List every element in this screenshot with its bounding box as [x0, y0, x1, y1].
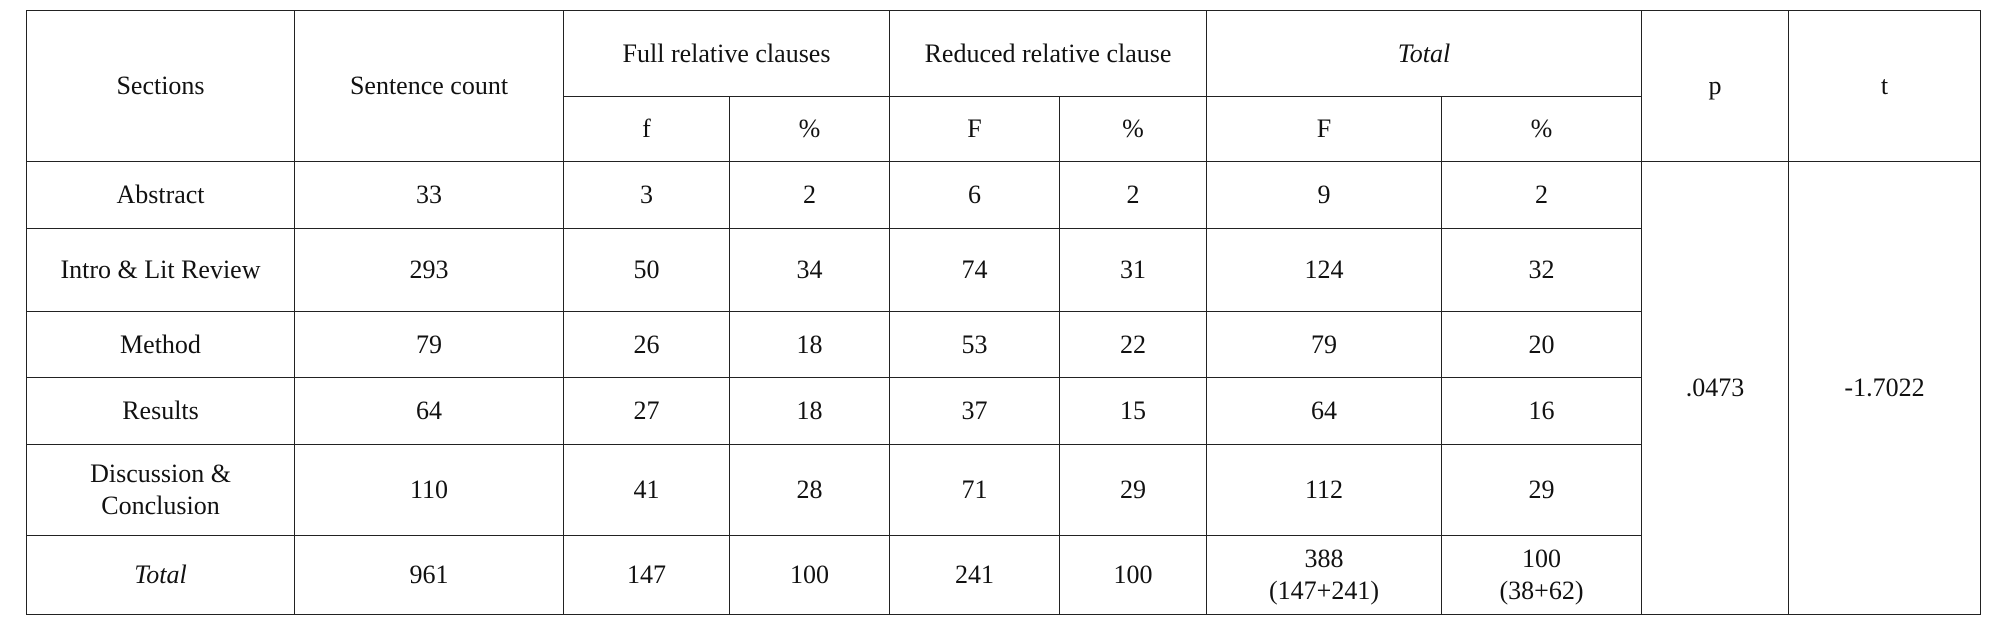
data-cell: 79 — [1206, 311, 1442, 378]
data-cell: 9 — [1206, 161, 1442, 229]
row-label: Discussion & Conclusion — [26, 444, 295, 536]
data-cell: 147 — [563, 535, 730, 615]
data-cell: 29 — [1441, 444, 1642, 536]
subheader-cell: f — [563, 96, 730, 162]
row-label: Intro & Lit Review — [26, 228, 295, 312]
data-cell: 64 — [1206, 377, 1442, 445]
table-row: Results 64 27 18 37 15 64 16 — [26, 377, 1981, 445]
data-cell: 34 — [729, 228, 890, 312]
table-row: Abstract 33 3 2 6 2 9 2.0473 -1.7022 — [26, 161, 1981, 615]
table-row: Total 961 147 100 241 100 388 (147+241) 100 (38… — [26, 535, 1981, 615]
subheader-cell: % — [729, 96, 890, 162]
data-cell: 112 — [1206, 444, 1442, 536]
subheader-cell: F — [1206, 96, 1442, 162]
data-cell: 100 (38+62) — [1441, 535, 1642, 615]
data-cell: 388 (147+241) — [1206, 535, 1442, 615]
data-cell: 2 — [729, 161, 890, 229]
data-cell: 79 — [294, 311, 564, 378]
table-row: f% F% F% — [27, 96, 1981, 162]
header-group-cell: Full relative clauses — [563, 10, 890, 97]
data-cell: 293 — [294, 228, 564, 312]
data-cell: 20 — [1441, 311, 1642, 378]
data-cell: 3 — [563, 161, 730, 229]
data-cell: 26 — [563, 311, 730, 378]
data-cell: 27 — [563, 377, 730, 445]
table-row: Method 79 26 18 53 22 79 20 — [26, 311, 1981, 378]
data-cell: 32 — [1441, 228, 1642, 312]
row-label: Abstract — [26, 161, 295, 229]
t-value-cell: -1.7022 — [1788, 161, 1981, 615]
data-cell: 37 — [889, 377, 1060, 445]
subheader-cell: % — [1059, 96, 1207, 162]
data-cell: 18 — [729, 311, 890, 378]
row-label: Method — [26, 311, 295, 378]
data-cell: 53 — [889, 311, 1060, 378]
data-cell: 50 — [563, 228, 730, 312]
subheader-cell: % — [1441, 96, 1642, 162]
row-label: Total — [26, 535, 295, 615]
data-cell: 124 — [1206, 228, 1442, 312]
data-cell: 28 — [729, 444, 890, 536]
data-table: Sections Sentence count Full relative clau… — [26, 10, 1981, 615]
data-cell: 241 — [889, 535, 1060, 615]
p-value-cell: .0473 — [1641, 161, 1789, 615]
data-cell: 74 — [889, 228, 1060, 312]
data-cell: 100 — [1059, 535, 1207, 615]
table-row: Sections Sentence count Full relative clau… — [26, 10, 1981, 162]
data-cell: 6 — [889, 161, 1060, 229]
header-group-cell: Total — [1206, 10, 1642, 97]
data-cell: 41 — [563, 444, 730, 536]
header-group-cell: Reduced relative clause — [889, 10, 1207, 97]
data-cell: 100 — [729, 535, 890, 615]
data-cell: 29 — [1059, 444, 1207, 536]
data-cell: 71 — [889, 444, 1060, 536]
header-cell: p — [1641, 10, 1789, 162]
data-cell: 15 — [1059, 377, 1207, 445]
data-cell: 31 — [1059, 228, 1207, 312]
data-cell: 2 — [1059, 161, 1207, 229]
header-cell: Sentence count — [294, 10, 564, 162]
data-cell: 961 — [294, 535, 564, 615]
data-cell: 64 — [294, 377, 564, 445]
data-cell: 110 — [294, 444, 564, 536]
data-cell: 2 — [1441, 161, 1642, 229]
subheader-cell: F — [889, 96, 1060, 162]
header-cell: t — [1788, 10, 1981, 162]
data-cell: 22 — [1059, 311, 1207, 378]
header-cell: Sections — [26, 10, 295, 162]
data-cell: 18 — [729, 377, 890, 445]
data-cell: 33 — [294, 161, 564, 229]
row-label: Results — [26, 377, 295, 445]
table-row: Intro & Lit Review 293 50 34 74 31 124 32 — [26, 228, 1981, 312]
data-cell: 16 — [1441, 377, 1642, 445]
